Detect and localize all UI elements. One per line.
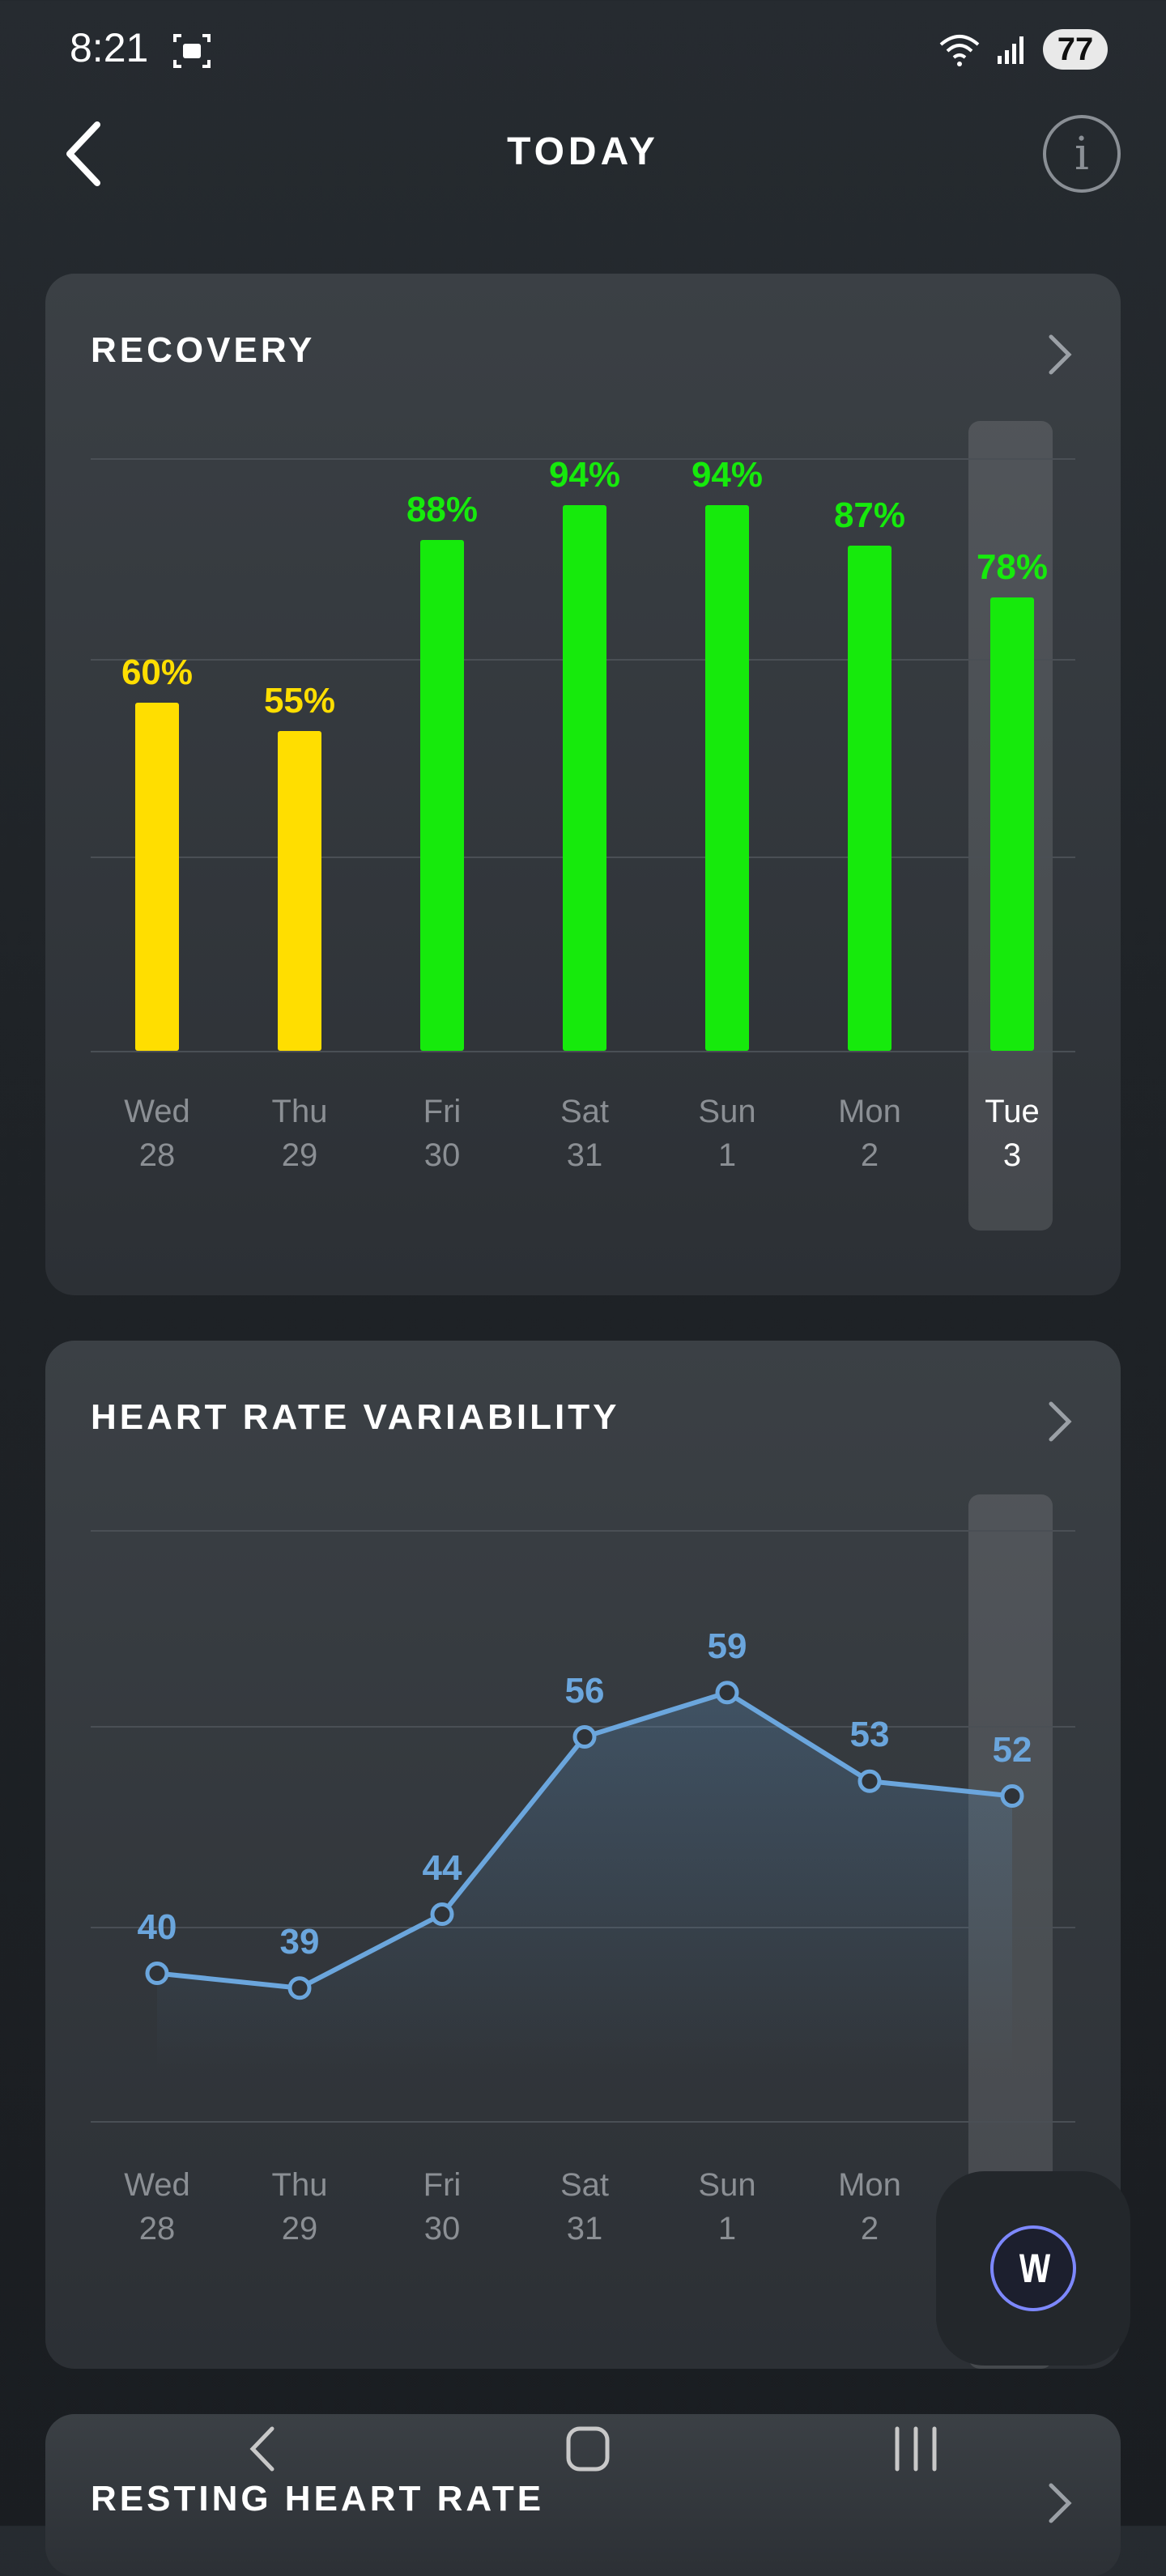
back-button[interactable]: [57, 113, 113, 194]
chevron-right-icon[interactable]: [1043, 330, 1075, 379]
day-number: 28: [138, 2211, 176, 2247]
hrv-point: [1000, 1784, 1024, 1808]
hrv-point: [430, 1902, 454, 1926]
hrv-value-label: 53: [849, 1715, 890, 1755]
day-name: Wed: [124, 1094, 190, 1129]
day-name: Tue: [985, 1094, 1040, 1129]
day-number: 30: [423, 2211, 461, 2247]
day-label[interactable]: Mon 2: [805, 2163, 934, 2251]
grid-line: [91, 458, 1075, 460]
day-name: Sat: [560, 2167, 610, 2203]
hrv-point: [857, 1769, 882, 1793]
recovery-bar: [705, 504, 749, 1051]
day-label[interactable]: Thu 29: [235, 2163, 364, 2251]
day-name: Mon: [838, 2167, 901, 2203]
recovery-value-label: 94%: [691, 454, 764, 495]
day-name: Mon: [838, 1094, 901, 1129]
day-name: Sun: [698, 1094, 756, 1129]
nav-home-icon[interactable]: [564, 2421, 612, 2477]
day-number: 29: [281, 2211, 318, 2247]
grid-line: [91, 2121, 1075, 2123]
info-icon: i: [1075, 127, 1089, 181]
status-time: 8:21: [70, 25, 149, 70]
system-nav-bar: [0, 2421, 1166, 2493]
resting-heart-rate-title: RESTING HEART RATE: [91, 2479, 545, 2519]
hrv-point: [572, 1725, 597, 1749]
day-number: 30: [423, 1137, 461, 1173]
screenshot-icon: [172, 31, 212, 71]
chevron-right-icon[interactable]: [1043, 2479, 1075, 2527]
day-label[interactable]: Fri 30: [377, 1090, 507, 1177]
recovery-bar: [135, 702, 179, 1051]
day-label[interactable]: Sat 31: [520, 1090, 649, 1177]
day-label[interactable]: Thu 29: [235, 1090, 364, 1177]
hrv-value-label: 44: [422, 1847, 462, 1888]
nav-recents-icon[interactable]: [887, 2421, 944, 2477]
chevron-right-icon[interactable]: [1043, 1397, 1075, 1446]
recovery-value-label: 87%: [833, 495, 906, 535]
recovery-value-label: 88%: [406, 489, 479, 529]
hrv-value-label: 56: [564, 1670, 605, 1711]
day-label[interactable]: Wed 28: [92, 2163, 222, 2251]
recovery-title: RECOVERY: [91, 330, 316, 370]
whoop-logo-icon: \/\/: [990, 2225, 1076, 2311]
day-label[interactable]: Tue 3: [947, 1090, 1077, 1177]
hrv-value-label: 39: [279, 1921, 320, 1962]
recovery-value-label: 94%: [548, 454, 621, 495]
nav-back-icon[interactable]: [240, 2421, 288, 2477]
page-title: TODAY: [507, 130, 659, 173]
recovery-bar: [848, 545, 892, 1051]
day-number: 2: [860, 1137, 879, 1173]
battery-indicator: 77: [1043, 29, 1108, 70]
day-number: 31: [566, 2211, 603, 2247]
recovery-bar: [278, 731, 321, 1051]
chevron-left-icon: [66, 121, 100, 186]
wifi-icon: [939, 35, 980, 66]
hrv-point: [287, 1976, 312, 2000]
recovery-value-label: 60%: [121, 652, 194, 692]
day-name: Wed: [124, 2167, 190, 2203]
day-number: 31: [566, 1137, 603, 1173]
day-label[interactable]: Sun 1: [662, 1090, 792, 1177]
info-button[interactable]: i: [1043, 115, 1121, 193]
day-name: Fri: [423, 1094, 462, 1129]
day-name: Sun: [698, 2167, 756, 2203]
day-label[interactable]: Sun 1: [662, 2163, 792, 2251]
day-name: Fri: [423, 2167, 462, 2203]
grid-line: [91, 1530, 1075, 1532]
recovery-bar: [563, 504, 606, 1051]
day-number: 28: [138, 1137, 176, 1173]
day-number: 1: [717, 2211, 737, 2247]
day-number: 2: [860, 2211, 879, 2247]
signal-icon: [998, 36, 1023, 64]
hrv-value-label: 40: [137, 1906, 177, 1947]
day-label[interactable]: Fri 30: [377, 2163, 507, 2251]
day-label[interactable]: Mon 2: [805, 1090, 934, 1177]
day-number: 29: [281, 1137, 318, 1173]
recovery-value-label: 78%: [976, 547, 1049, 588]
recovery-bar: [420, 539, 464, 1051]
hrv-area: [157, 1692, 1012, 2072]
hrv-line-chart: [145, 1681, 1024, 2072]
day-name: Thu: [271, 2167, 328, 2203]
assistant-fab[interactable]: \/\/: [936, 2171, 1130, 2366]
day-label[interactable]: Sat 31: [520, 2163, 649, 2251]
recovery-bar: [990, 597, 1034, 1051]
status-icons: 77: [938, 29, 1108, 70]
day-name: Thu: [271, 1094, 328, 1129]
day-name: Sat: [560, 1094, 610, 1129]
hrv-title: HEART RATE VARIABILITY: [91, 1397, 620, 1437]
hrv-point: [715, 1681, 739, 1705]
day-label[interactable]: Wed 28: [92, 1090, 222, 1177]
recovery-card[interactable]: RECOVERY 60% 55% 88% 94% 94% 87% 78% Wed 28 Thu 29…: [45, 274, 1121, 1295]
grid-line: [91, 1051, 1075, 1052]
day-number: 3: [1002, 1137, 1022, 1173]
recovery-value-label: 55%: [263, 681, 336, 721]
hrv-value-label: 59: [707, 1626, 747, 1666]
hrv-value-label: 52: [992, 1729, 1032, 1770]
hrv-point: [145, 1962, 169, 1985]
day-number: 1: [717, 1137, 737, 1173]
